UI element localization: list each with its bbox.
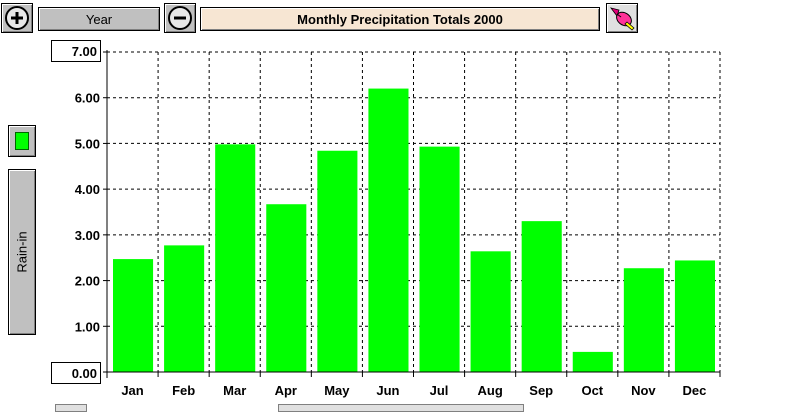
x-tick-label: Jul: [430, 383, 449, 398]
y-tick-label: 2.00: [75, 274, 100, 289]
zoom-out-button[interactable]: [164, 3, 196, 33]
y-tick-label: 3.00: [75, 228, 100, 243]
chart-title[interactable]: Monthly Precipitation Totals 2000: [200, 7, 600, 31]
bar-aug: [470, 251, 511, 372]
y-max-value: 7.00: [71, 43, 97, 59]
edit-chart-button[interactable]: [606, 3, 638, 33]
y-max-input[interactable]: 7.00: [51, 40, 101, 62]
bar-dec: [674, 260, 715, 372]
bar-jun: [368, 88, 409, 373]
x-tick-label: Jun: [376, 383, 399, 398]
x-tick-label: Mar: [223, 383, 246, 398]
horizontal-scrollbar[interactable]: [278, 404, 524, 412]
zoom-out-icon: [168, 6, 192, 30]
x-tick-label: Sep: [529, 383, 553, 398]
bar-mar: [215, 144, 256, 372]
y-min-input[interactable]: 0.00: [51, 362, 101, 384]
x-tick-label: Oct: [581, 383, 603, 398]
bar-jan: [113, 259, 154, 372]
bar-nov: [623, 268, 664, 372]
y-tick-label: 6.00: [75, 91, 100, 106]
bar-feb: [164, 245, 205, 372]
paint-brush-icon: [610, 7, 635, 31]
zoom-in-icon: [5, 6, 29, 30]
bar-sep: [521, 221, 562, 372]
bar-oct: [572, 351, 613, 372]
x-tick-label: Apr: [275, 383, 297, 398]
zoom-in-button[interactable]: [1, 3, 33, 33]
x-tick-label: Nov: [631, 383, 656, 398]
bar-jul: [419, 146, 460, 372]
chart-title-text: Monthly Precipitation Totals 2000: [297, 11, 503, 27]
bottom-control-left[interactable]: [55, 404, 87, 412]
x-tick-label: Dec: [683, 383, 707, 398]
y-tick-label: 5.00: [75, 136, 100, 151]
y-tick-label: 1.00: [75, 319, 100, 334]
x-tick-label: Jan: [121, 383, 143, 398]
bar-apr: [266, 204, 307, 372]
period-label: Year: [85, 11, 113, 27]
series-button[interactable]: Rain-in: [8, 169, 36, 335]
y-tick-label: 4.00: [75, 182, 100, 197]
x-tick-label: Aug: [477, 383, 502, 398]
x-tick-label: Feb: [172, 383, 195, 398]
bar-may: [317, 150, 358, 372]
period-button[interactable]: Year: [38, 7, 160, 31]
y-min-value: 0.00: [71, 365, 97, 381]
series-color-button[interactable]: [8, 125, 36, 157]
series-color-swatch: [15, 132, 29, 150]
x-tick-label: May: [324, 383, 350, 398]
